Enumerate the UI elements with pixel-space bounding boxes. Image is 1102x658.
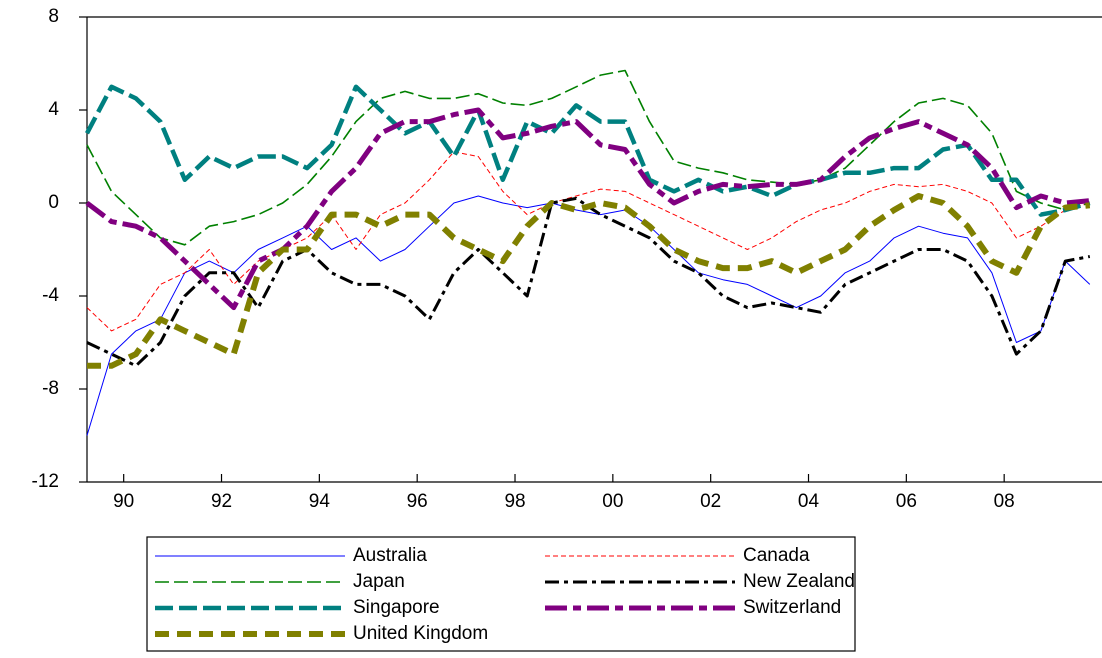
series-line — [85, 107, 1091, 311]
y-tick-label: -8 — [42, 378, 59, 399]
legend-label: New Zealand — [743, 571, 855, 592]
x-tick-label: 94 — [309, 491, 331, 512]
y-tick-label: 4 — [48, 99, 59, 120]
x-tick-label: 96 — [407, 491, 428, 512]
legend-box — [146, 536, 856, 652]
series-line — [85, 84, 1091, 217]
x-tick-label: 00 — [602, 491, 623, 512]
legend-label: Japan — [353, 571, 405, 592]
x-tick-label: 06 — [896, 491, 917, 512]
y-tick-label: -4 — [42, 285, 59, 306]
series-line — [86, 195, 1091, 436]
x-tick-label: 90 — [113, 491, 134, 512]
legend-label: Switzerland — [743, 597, 841, 618]
y-tick-label: 8 — [48, 6, 59, 27]
x-tick-label: 04 — [798, 491, 820, 512]
x-tick-label: 02 — [700, 491, 721, 512]
x-tick-label: 08 — [994, 491, 1015, 512]
legend-label: Singapore — [353, 597, 440, 618]
x-tick-label: 98 — [504, 491, 525, 512]
y-tick-label: -12 — [32, 471, 59, 492]
series-line — [86, 69, 1091, 246]
series-line — [87, 193, 1091, 369]
legend-label: Canada — [743, 545, 810, 566]
y-tick-label: 0 — [48, 192, 59, 213]
legend-label: United Kingdom — [353, 623, 488, 644]
x-tick-label: 92 — [211, 491, 232, 512]
legend-label: Australia — [353, 545, 427, 566]
plot-area — [85, 69, 1091, 436]
